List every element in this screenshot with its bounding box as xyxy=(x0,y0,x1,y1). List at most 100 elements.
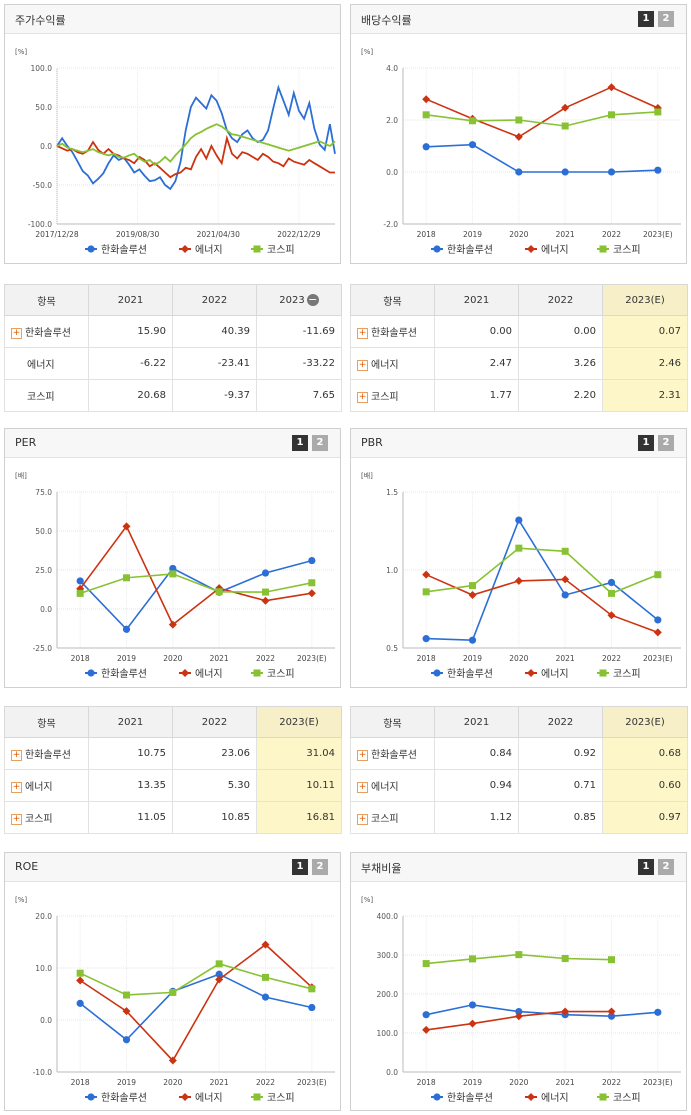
data-point xyxy=(514,132,523,141)
table-row: + 한화솔루션 10.75 23.06 31.04 xyxy=(4,737,342,770)
panel-header: PBR 1 2 xyxy=(351,429,686,458)
series-line xyxy=(56,134,335,179)
view-1-button[interactable]: 1 xyxy=(292,435,308,451)
data-point xyxy=(654,108,662,116)
collapse-icon[interactable]: − xyxy=(306,293,319,306)
data-point xyxy=(599,669,607,677)
data-point xyxy=(561,575,570,584)
row-name-cell: 에너지 xyxy=(4,347,89,380)
table-row: + 코스피 1.12 0.85 0.97 xyxy=(350,801,688,834)
data-point xyxy=(215,960,223,968)
data-point xyxy=(469,955,476,963)
x-tick-label: 2023(E) xyxy=(643,230,673,239)
data-point xyxy=(607,1007,616,1016)
series-line xyxy=(426,111,658,127)
data-point xyxy=(422,1011,430,1019)
data-point xyxy=(561,1007,570,1016)
row-name-cell: + 한화솔루션 xyxy=(350,737,435,770)
legend-label: 에너지 xyxy=(195,1092,223,1104)
series-line xyxy=(79,524,312,626)
expand-plus-icon[interactable]: + xyxy=(357,781,368,793)
view-2-button[interactable]: 2 xyxy=(658,11,674,27)
data-point xyxy=(422,570,431,579)
x-tick-label: 2021 xyxy=(556,230,575,239)
series-2 xyxy=(422,951,615,968)
table-cell: -6.22 xyxy=(88,347,173,380)
series-1 xyxy=(422,570,662,637)
legend-label: 한화솔루션 xyxy=(447,1092,493,1104)
table-cell: 2.47 xyxy=(434,347,519,380)
data-point xyxy=(561,122,569,130)
x-tick-label: 2020 xyxy=(509,230,528,239)
series-line xyxy=(426,518,659,642)
data-point xyxy=(469,582,476,590)
x-tick-label: 2018 xyxy=(71,654,90,663)
table-cell: 15.90 xyxy=(88,315,173,348)
view-1-button[interactable]: 1 xyxy=(292,859,308,875)
table-cell: 0.00 xyxy=(518,315,603,348)
view-2-button[interactable]: 2 xyxy=(658,859,674,875)
x-tick-label: 2019 xyxy=(463,230,482,239)
y-tick-label: -2.0 xyxy=(383,220,398,229)
y-tick-label: -100.0 xyxy=(28,220,52,229)
view-1-button[interactable]: 1 xyxy=(638,11,654,27)
data-point xyxy=(76,999,84,1007)
table-row: + 에너지 0.94 0.71 0.60 xyxy=(350,769,688,802)
debt-ratio-chart: [%] 400.0 300.0 200.0 100.0 0.0 2018 2019 2020 20… xyxy=(361,896,681,1104)
table-header-cell: 항목 xyxy=(4,284,89,316)
data-point xyxy=(422,960,430,968)
view-1-button[interactable]: 1 xyxy=(638,435,654,451)
y-axis-unit: [배] xyxy=(361,471,373,480)
expand-plus-icon[interactable]: + xyxy=(357,359,368,371)
expand-plus-icon[interactable]: + xyxy=(11,813,22,825)
table-cell: -33.22 xyxy=(256,347,342,380)
table-header-cell: 항목 xyxy=(4,706,89,738)
data-point xyxy=(169,564,177,573)
x-tick-label: 2023(E) xyxy=(643,654,673,663)
expand-plus-icon[interactable]: + xyxy=(357,327,368,339)
legend-label: 에너지 xyxy=(541,668,569,680)
y-tick-label: 0.0 xyxy=(386,1068,398,1077)
per-chart: [배] 75.0 50.0 25.0 0.0 -25.0 2018 2019 2020 2021 2… xyxy=(15,471,335,680)
y-axis-unit: [%] xyxy=(361,896,373,904)
expand-plus-icon[interactable]: + xyxy=(11,781,22,793)
x-tick-label: 2020 xyxy=(509,654,528,663)
data-point xyxy=(76,969,84,977)
data-point xyxy=(307,589,316,598)
y-tick-label: 0.0 xyxy=(386,168,398,177)
pbr-chart: [배] 1.5 1.0 0.5 2018 2019 2020 2021 2022 2023(E) 한… xyxy=(361,471,681,680)
view-1-button[interactable]: 1 xyxy=(638,859,654,875)
table-cell: 0.97 xyxy=(602,801,688,834)
table-cell: 0.00 xyxy=(434,315,519,348)
expand-plus-icon[interactable]: + xyxy=(357,749,368,761)
row-name-cell: + 한화솔루션 xyxy=(4,737,89,770)
legend-item: 에너지 xyxy=(525,1092,569,1104)
legend-item: 코스피 xyxy=(251,668,295,680)
y-tick-label: 25.0 xyxy=(35,566,52,575)
view-2-button[interactable]: 2 xyxy=(312,435,328,451)
data-point xyxy=(87,245,95,253)
x-tick-label: 2023(E) xyxy=(297,654,327,663)
panel-title: 배당수익률 xyxy=(361,14,412,27)
y-tick-label: 200.0 xyxy=(377,990,399,999)
table-cell: 0.07 xyxy=(602,315,688,348)
table-header-cell: 2021 xyxy=(434,706,519,738)
data-point xyxy=(122,625,131,633)
table-cell: 1.77 xyxy=(434,379,519,412)
data-point xyxy=(527,669,535,677)
y-tick-label: 50.0 xyxy=(35,103,52,112)
data-point xyxy=(168,620,177,629)
expand-plus-icon[interactable]: + xyxy=(11,327,22,339)
y-tick-label: 1.0 xyxy=(386,566,398,575)
data-point xyxy=(168,1056,177,1065)
expand-plus-icon[interactable]: + xyxy=(357,813,368,825)
data-point xyxy=(87,1093,95,1101)
data-point xyxy=(607,611,616,620)
expand-plus-icon[interactable]: + xyxy=(357,391,368,403)
view-2-button[interactable]: 2 xyxy=(312,859,328,875)
expand-plus-icon[interactable]: + xyxy=(11,749,22,761)
table-row: + 코스피 11.05 10.85 16.81 xyxy=(4,801,342,834)
view-2-button[interactable]: 2 xyxy=(658,435,674,451)
x-tick-label: 2019 xyxy=(117,654,136,663)
x-tick-label: 2021 xyxy=(556,654,575,663)
